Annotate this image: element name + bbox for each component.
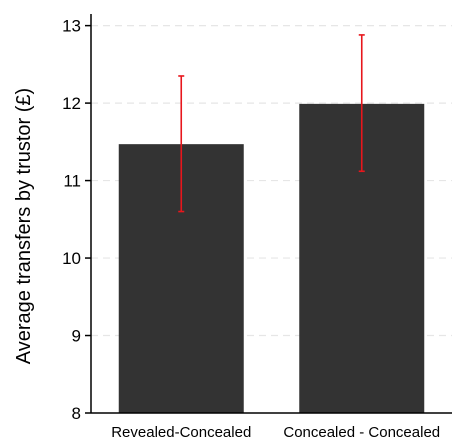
axes [90,14,452,414]
error-bars [178,34,365,213]
x-category-labels: Revealed-Concealed Concealed - Concealed [111,424,440,441]
y-tick-label: 10 [62,249,81,268]
y-tick-label: 11 [63,172,81,191]
y-tick-label: 9 [72,327,81,346]
y-tick-label: 12 [62,94,81,113]
x-category-label: Revealed-Concealed [111,424,251,441]
y-tick-label: 8 [72,404,81,423]
y-tick-label: 13 [62,17,81,36]
y-ticks: 8 9 10 11 12 13 [62,17,91,423]
y-axis-title: Average transfers by trustor (£) [13,88,35,364]
x-category-label: Concealed - Concealed [283,424,440,441]
